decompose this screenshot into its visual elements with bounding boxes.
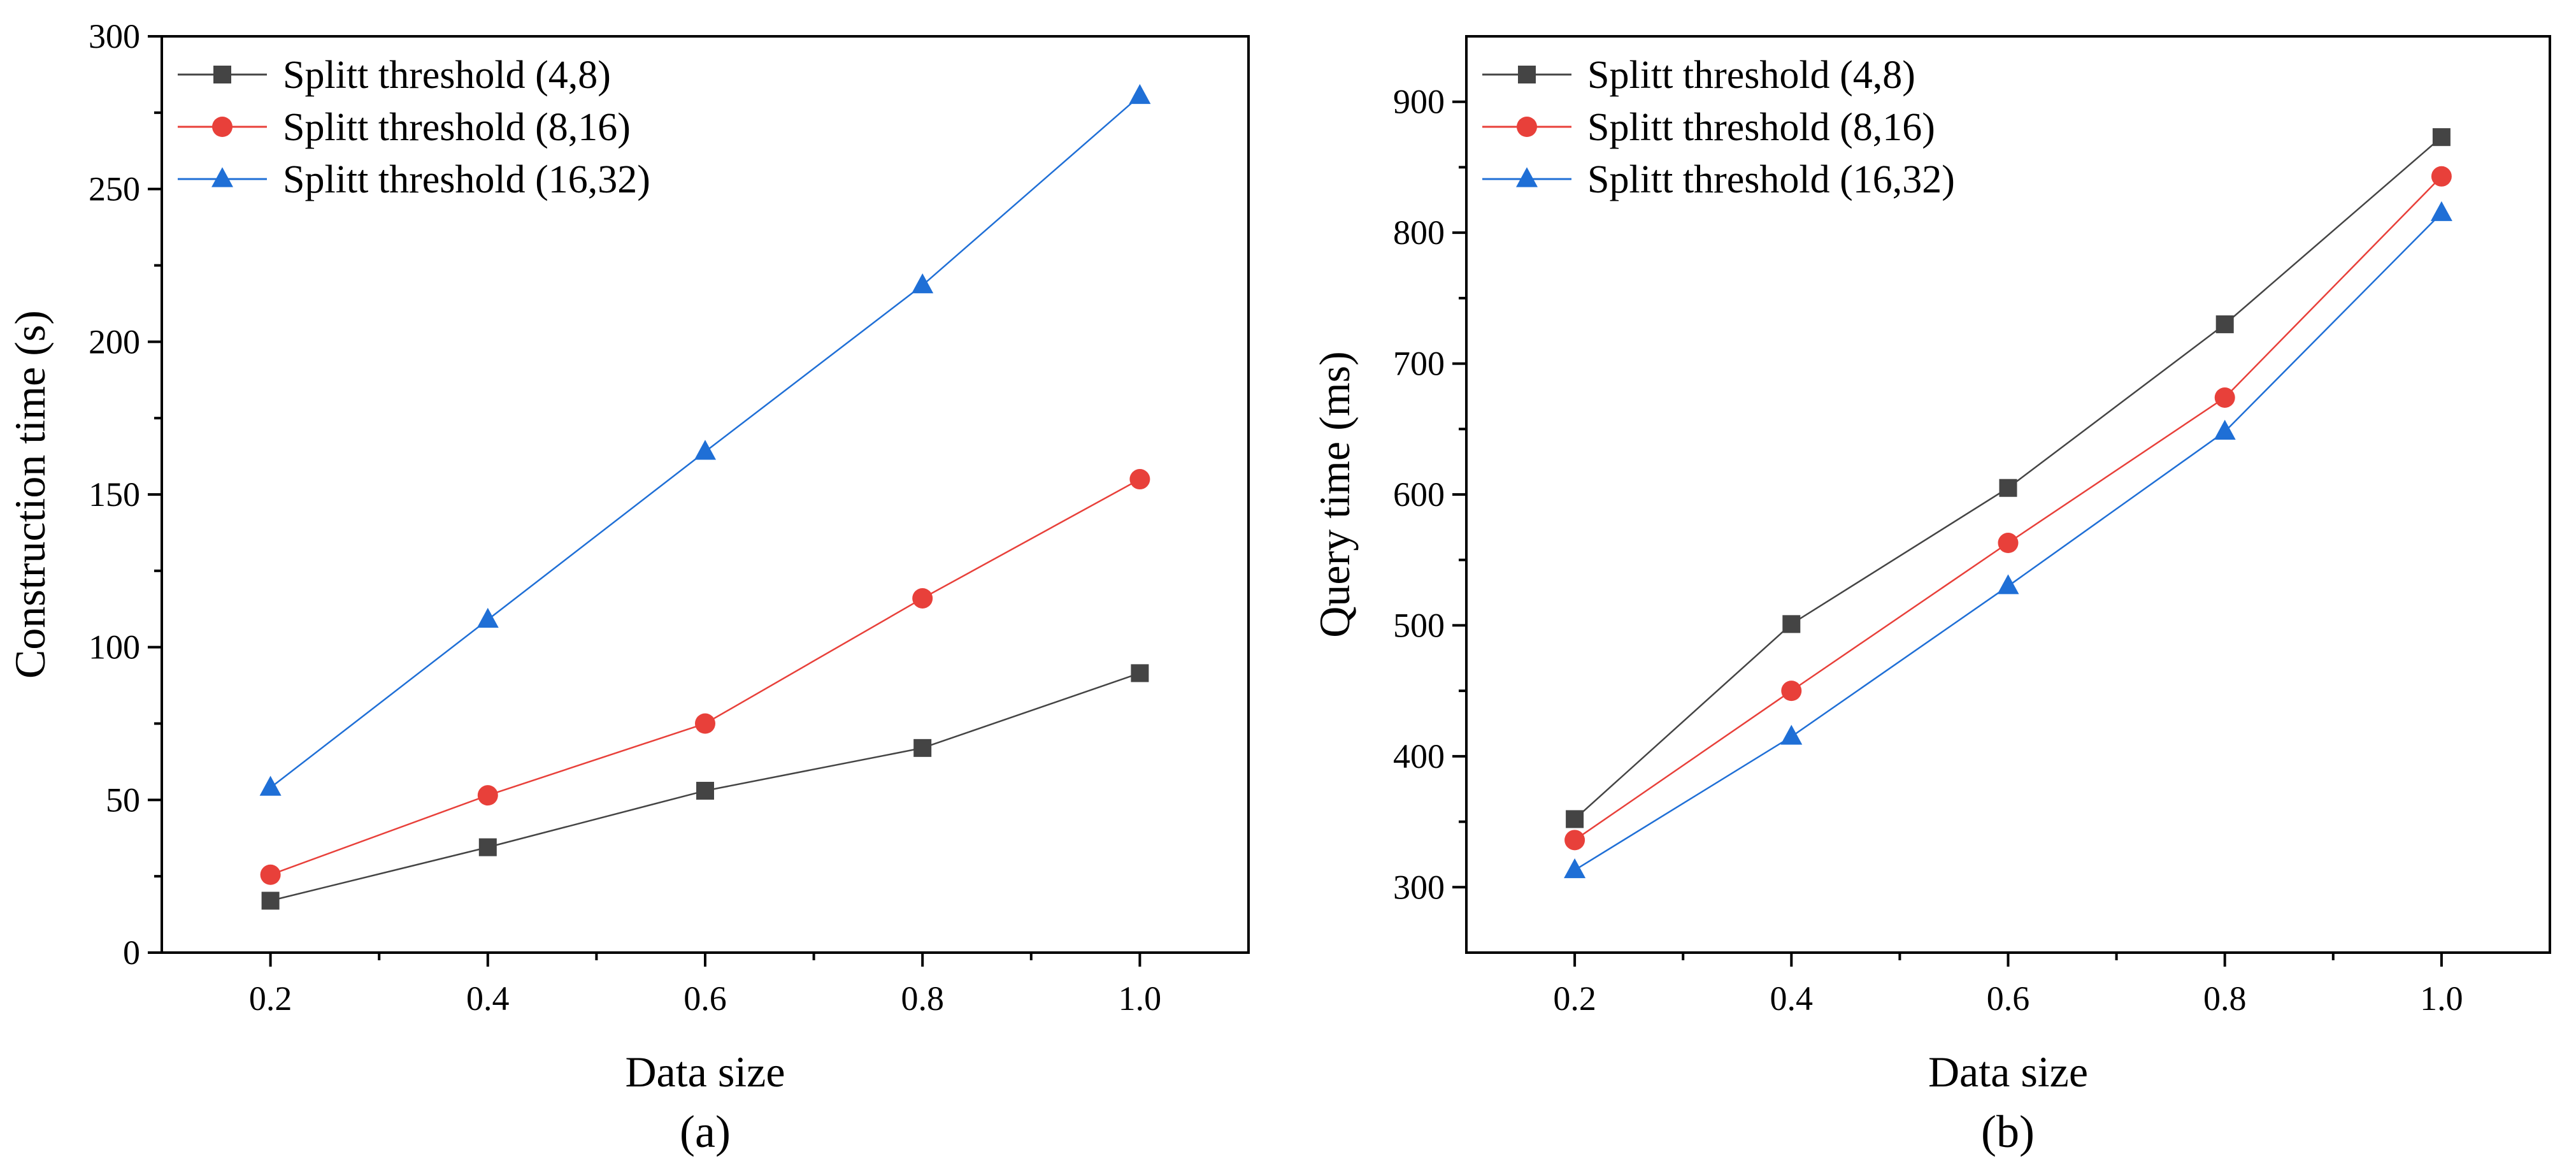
- x-tick-label: 0.8: [2203, 979, 2247, 1018]
- data-point: [1780, 725, 1803, 745]
- data-point: [260, 864, 281, 885]
- panel-label: (b): [1981, 1106, 2035, 1157]
- x-tick-label: 1.0: [1119, 979, 1162, 1018]
- data-point: [695, 713, 715, 734]
- series-2: [1564, 201, 2452, 879]
- x-tick-label: 0.6: [683, 979, 727, 1018]
- legend-label: Splitt threshold (4,8): [1587, 54, 1915, 97]
- data-point: [261, 891, 280, 910]
- data-point: [2215, 315, 2234, 333]
- y-tick-label: 300: [1393, 868, 1445, 906]
- data-point: [477, 785, 498, 806]
- data-point: [912, 588, 933, 609]
- legend-entry: Splitt threshold (8,16): [178, 106, 631, 149]
- data-point: [694, 440, 716, 460]
- legend-entry: Splitt threshold (4,8): [178, 54, 611, 97]
- y-tick-label: 50: [106, 781, 140, 819]
- y-tick-label: 0: [123, 934, 140, 972]
- chart-panel-a: 0 50 100 150 200 250 300 0.2 0.4 0.6 0.8 1.0 Data si…: [6, 17, 1250, 1157]
- y-tick-label: 250: [89, 170, 140, 208]
- y-axis-title: Query time (ms): [1310, 351, 1359, 637]
- data-point: [1129, 83, 1151, 105]
- data-point: [1781, 681, 1802, 702]
- data-point: [2214, 387, 2235, 408]
- legend: Splitt threshold (4,8) Splitt threshold (…: [1482, 54, 1955, 201]
- series-line: [270, 478, 1141, 876]
- data-point: [1998, 533, 2019, 554]
- series-0: [1566, 128, 2451, 828]
- y-tick-label: 900: [1393, 83, 1445, 121]
- legend-label: Splitt threshold (4,8): [283, 54, 611, 97]
- legend-entry: Splitt threshold (4,8): [1482, 54, 1915, 97]
- data-point: [1564, 830, 1585, 851]
- series-line: [1574, 136, 2442, 820]
- data-point: [1131, 664, 1149, 682]
- series-1: [1564, 166, 2452, 851]
- data-point: [1129, 469, 1150, 490]
- legend-entry: Splitt threshold (16,32): [1482, 158, 1955, 201]
- series-0: [261, 664, 1149, 910]
- y-tick-label: 200: [89, 322, 140, 361]
- data-point: [2214, 419, 2236, 440]
- data-point: [2431, 166, 2452, 187]
- series-1: [260, 469, 1150, 885]
- data-point: [2430, 201, 2452, 221]
- legend-marker: [212, 117, 233, 137]
- x-tick-label: 1.0: [2420, 979, 2463, 1018]
- legend-label: Splitt threshold (16,32): [1587, 158, 1955, 201]
- panel-label: (a): [680, 1106, 731, 1157]
- x-tick-label: 0.4: [1770, 979, 1814, 1018]
- data-point: [1564, 858, 1586, 879]
- legend-marker: [213, 66, 231, 83]
- chart-panel-b: 300 400 500 600 700 800 900 0.2 0.4 0.6 0.8 1.0 Data…: [1310, 35, 2551, 1157]
- data-point: [2432, 128, 2451, 147]
- data-point: [912, 273, 934, 294]
- legend-label: Splitt threshold (8,16): [283, 106, 631, 149]
- series-2: [259, 83, 1151, 796]
- data-point: [1782, 615, 1801, 633]
- series-line: [1574, 175, 2442, 841]
- y-tick-label: 700: [1393, 345, 1445, 383]
- y-axis-title: Construction time (s): [6, 310, 54, 679]
- x-tick-label: 0.4: [466, 979, 510, 1018]
- legend-entry: Splitt threshold (8,16): [1482, 106, 1935, 149]
- x-axis-title: Data size: [1928, 1048, 2088, 1096]
- legend-marker: [211, 167, 233, 187]
- legend: Splitt threshold (4,8) Splitt threshold (…: [178, 54, 650, 201]
- x-tick-label: 0.2: [249, 979, 292, 1018]
- x-tick-label: 0.8: [901, 979, 944, 1018]
- legend-marker: [1516, 167, 1538, 187]
- data-point: [476, 607, 499, 628]
- y-tick-label: 300: [89, 17, 140, 55]
- data-point: [1566, 810, 1584, 828]
- data-point: [478, 838, 497, 856]
- y-tick-label: 600: [1393, 475, 1445, 514]
- legend-marker: [1518, 66, 1536, 83]
- x-axis-title: Data size: [625, 1048, 785, 1096]
- y-tick-label: 150: [89, 475, 140, 514]
- data-point: [696, 781, 714, 800]
- y-tick-label: 100: [89, 628, 140, 667]
- y-tick-label: 800: [1393, 213, 1445, 252]
- data-point: [913, 739, 932, 757]
- data-point: [1997, 574, 2019, 595]
- x-tick-label: 0.6: [1987, 979, 2030, 1018]
- legend-label: Splitt threshold (8,16): [1587, 106, 1935, 149]
- y-tick-label: 400: [1393, 737, 1445, 775]
- legend-marker: [1517, 117, 1537, 137]
- legend-entry: Splitt threshold (16,32): [178, 158, 650, 201]
- x-tick-label: 0.2: [1553, 979, 1596, 1018]
- legend-label: Splitt threshold (16,32): [283, 158, 650, 201]
- data-point: [1999, 479, 2017, 497]
- data-point: [259, 775, 282, 796]
- y-tick-label: 500: [1393, 606, 1445, 644]
